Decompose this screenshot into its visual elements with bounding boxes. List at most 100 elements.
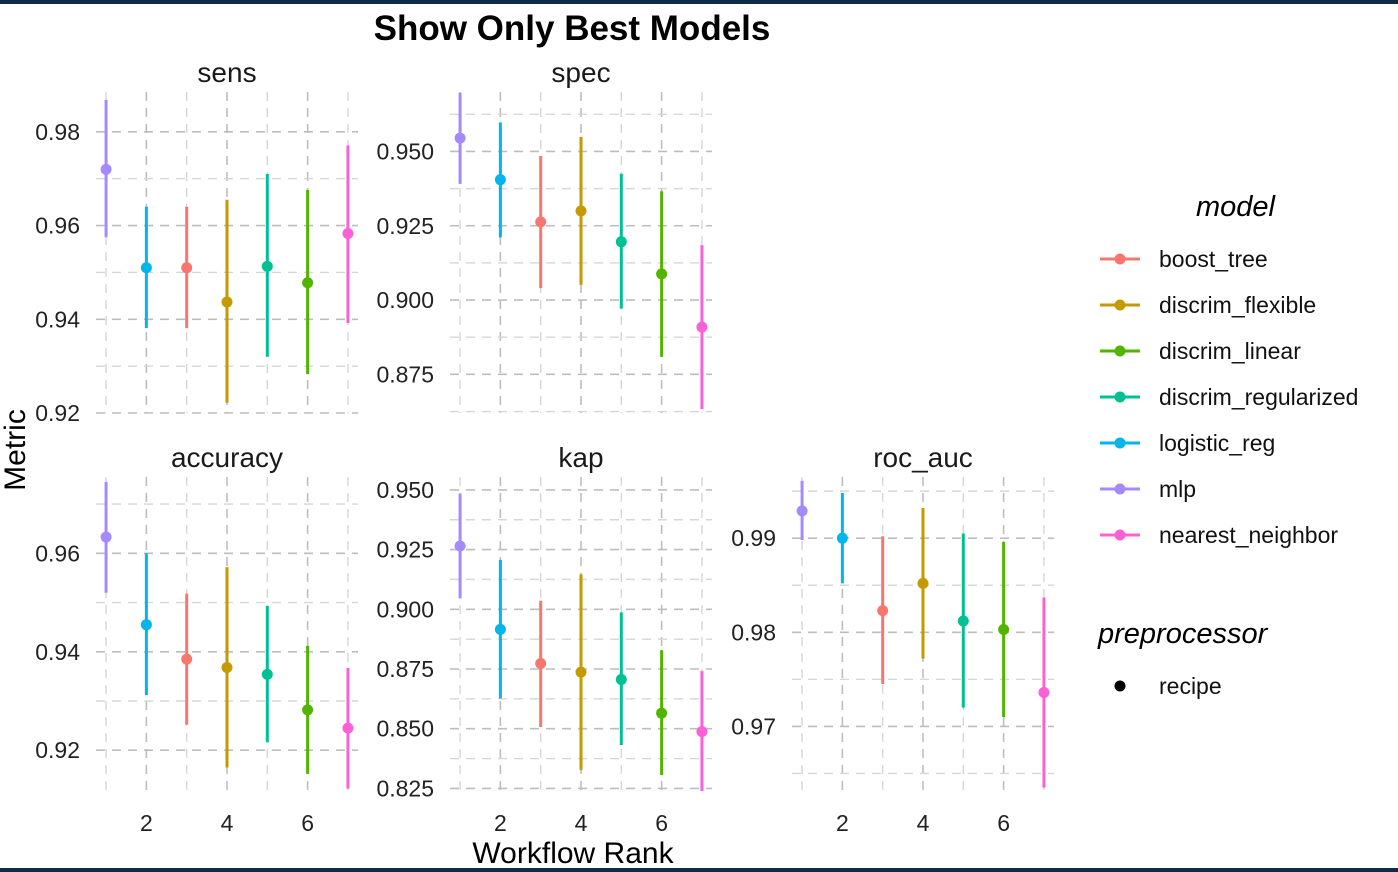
point-mlp bbox=[454, 540, 466, 552]
legend-dot-mlp bbox=[1114, 483, 1126, 495]
point-logistic_reg bbox=[140, 262, 152, 274]
y-tick-label: 0.950 bbox=[376, 138, 434, 164]
y-tick-label: 0.900 bbox=[376, 596, 434, 622]
legend-dot-nearest_neighbor bbox=[1114, 529, 1126, 541]
point-discrim_regularized bbox=[615, 674, 627, 686]
point-boost_tree bbox=[535, 658, 547, 670]
x-tick-label: 2 bbox=[836, 810, 849, 836]
facet-panel-accuracy: accuracy 0.92 0.94 0.96 2 4 6 bbox=[35, 442, 358, 836]
legend-key-logistic_reg: logistic_reg bbox=[1100, 430, 1275, 456]
point-discrim_flexible bbox=[917, 577, 929, 589]
legend: model boost_tree discrim_flexible discrim_l… bbox=[1097, 191, 1358, 699]
facet-panel-sens: sens 0.92 0.94 0.96 0.98 bbox=[35, 57, 358, 426]
y-tick-label: 0.98 bbox=[35, 119, 80, 145]
y-tick-label: 0.94 bbox=[35, 306, 80, 332]
legend-label-boost_tree: boost_tree bbox=[1159, 246, 1268, 272]
point-nearest_neighbor bbox=[696, 726, 708, 738]
point-logistic_reg bbox=[494, 623, 506, 635]
legend-label-mlp: mlp bbox=[1159, 476, 1196, 502]
point-logistic_reg bbox=[836, 532, 848, 544]
y-tick-label: 0.94 bbox=[35, 639, 80, 665]
facet-label-spec: spec bbox=[551, 57, 610, 88]
legend-label-discrim_flexible: discrim_flexible bbox=[1159, 292, 1316, 318]
facet-label-kap: kap bbox=[558, 442, 603, 473]
point-discrim_linear bbox=[656, 707, 668, 719]
point-boost_tree bbox=[877, 605, 889, 617]
y-tick-label: 0.99 bbox=[731, 525, 776, 551]
x-tick-label: 4 bbox=[221, 810, 234, 836]
legend-dot-boost_tree bbox=[1114, 253, 1126, 265]
legend-key-boost_tree: boost_tree bbox=[1100, 246, 1268, 272]
point-discrim_regularized bbox=[615, 236, 627, 248]
legend-key-nearest_neighbor: nearest_neighbor bbox=[1100, 522, 1338, 548]
y-tick-label: 0.875 bbox=[376, 361, 434, 387]
facet-label-sens: sens bbox=[197, 57, 256, 88]
point-discrim_flexible bbox=[221, 662, 233, 674]
y-tick-label: 0.925 bbox=[376, 213, 434, 239]
point-mlp bbox=[454, 132, 466, 144]
x-axis-title: Workflow Rank bbox=[472, 837, 674, 870]
y-tick-label: 0.850 bbox=[376, 716, 434, 742]
facet-panels: sens 0.92 0.94 0.96 0.98 spec 0.875 0.900 0.925 0… bbox=[35, 57, 1054, 836]
y-tick-label: 0.875 bbox=[376, 656, 434, 682]
y-axis-title: Metric bbox=[0, 409, 32, 491]
y-tick-label: 0.925 bbox=[376, 537, 434, 563]
y-tick-label: 0.900 bbox=[376, 287, 434, 313]
point-mlp bbox=[796, 505, 808, 517]
point-discrim_regularized bbox=[261, 260, 273, 272]
y-tick-label: 0.97 bbox=[731, 713, 776, 739]
facet-label-accuracy: accuracy bbox=[171, 442, 283, 473]
point-logistic_reg bbox=[140, 619, 152, 631]
point-discrim_linear bbox=[302, 704, 314, 716]
y-tick-label: 0.96 bbox=[35, 540, 80, 566]
legend-label-discrim_regularized: discrim_regularized bbox=[1159, 384, 1358, 410]
point-discrim_flexible bbox=[575, 205, 587, 217]
y-tick-label: 0.825 bbox=[376, 775, 434, 801]
legend-label-discrim_linear: discrim_linear bbox=[1159, 338, 1301, 364]
point-discrim_regularized bbox=[261, 668, 273, 680]
legend-dot-recipe bbox=[1114, 680, 1126, 692]
point-discrim_regularized bbox=[957, 615, 969, 627]
legend-dot-discrim_linear bbox=[1114, 345, 1126, 357]
point-discrim_flexible bbox=[575, 666, 587, 678]
legend-key-discrim_linear: discrim_linear bbox=[1100, 338, 1301, 364]
y-tick-label: 0.92 bbox=[35, 737, 80, 763]
point-mlp bbox=[100, 163, 112, 175]
legend-label-logistic_reg: logistic_reg bbox=[1159, 430, 1275, 456]
point-nearest_neighbor bbox=[696, 321, 708, 333]
y-tick-label: 0.98 bbox=[731, 619, 776, 645]
facet-label-roc_auc: roc_auc bbox=[873, 442, 973, 473]
facet-panel-spec: spec 0.875 0.900 0.925 0.950 bbox=[376, 57, 712, 413]
legend-key-discrim_flexible: discrim_flexible bbox=[1100, 292, 1316, 318]
facet-panel-roc_auc: roc_auc 0.97 0.98 0.99 2 4 6 bbox=[731, 442, 1054, 836]
point-discrim_linear bbox=[656, 268, 668, 280]
legend-dot-logistic_reg bbox=[1114, 437, 1126, 449]
point-discrim_linear bbox=[998, 623, 1010, 635]
point-mlp bbox=[100, 531, 112, 543]
legend-key-mlp: mlp bbox=[1100, 476, 1196, 502]
point-discrim_flexible bbox=[221, 296, 233, 308]
x-tick-label: 4 bbox=[575, 810, 588, 836]
x-tick-label: 2 bbox=[494, 810, 507, 836]
point-boost_tree bbox=[535, 216, 547, 228]
x-tick-label: 4 bbox=[917, 810, 930, 836]
point-nearest_neighbor bbox=[342, 228, 354, 240]
point-discrim_linear bbox=[302, 277, 314, 289]
legend-title-model: model bbox=[1196, 191, 1277, 223]
facet-panel-kap: kap 0.825 0.850 0.875 0.900 0.925 0.950 2 4 6 bbox=[376, 442, 712, 836]
x-tick-label: 2 bbox=[140, 810, 153, 836]
y-tick-label: 0.96 bbox=[35, 213, 80, 239]
point-nearest_neighbor bbox=[342, 722, 354, 734]
x-tick-label: 6 bbox=[301, 810, 314, 836]
legend-dot-discrim_regularized bbox=[1114, 391, 1126, 403]
y-tick-label: 0.92 bbox=[35, 400, 80, 426]
legend-title-preprocessor: preprocessor bbox=[1097, 618, 1269, 650]
x-tick-label: 6 bbox=[655, 810, 668, 836]
bottom-border bbox=[0, 868, 1398, 872]
chart-title: Show Only Best Models bbox=[374, 9, 771, 48]
point-boost_tree bbox=[181, 653, 193, 665]
legend-key-discrim_regularized: discrim_regularized bbox=[1100, 384, 1358, 410]
top-border bbox=[0, 0, 1398, 4]
